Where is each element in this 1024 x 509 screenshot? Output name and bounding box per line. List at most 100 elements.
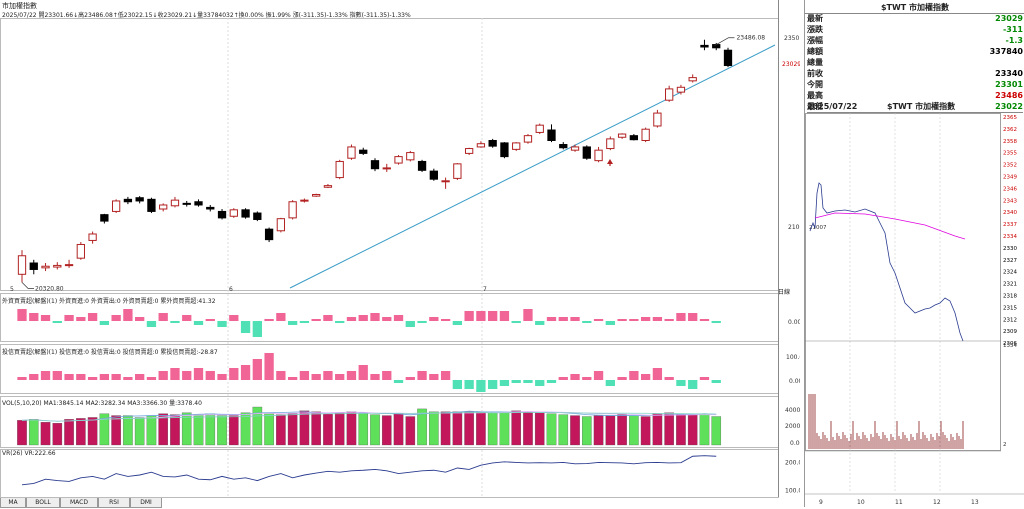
quote-label: 前收 <box>807 69 823 78</box>
candle-body <box>453 163 462 179</box>
foreign-bar <box>440 319 451 321</box>
trust-bar <box>476 380 486 392</box>
candle-body <box>217 210 227 219</box>
intraday-tick: 2340 <box>1003 210 1017 216</box>
chart-canvas[interactable]: 5 6 7 23486.08 20320.80 2350 23029.2 21007 0.00 1… <box>0 0 810 507</box>
intraday-tick: 2346 <box>1003 186 1017 192</box>
volume-bar <box>676 413 686 446</box>
volume-bar <box>87 417 98 446</box>
quote-title: $TWT 市加權指數 <box>805 2 1024 14</box>
period-label[interactable]: 日線 <box>778 289 791 296</box>
price-info-line: 2025/07/22 開23301.66↓高23486.08↑低23022.15… <box>2 12 411 19</box>
foreign-bar <box>323 315 333 321</box>
candle-body <box>429 170 438 180</box>
foreign-bar <box>217 321 227 327</box>
candle-body <box>500 142 509 158</box>
volume-bar <box>558 414 569 446</box>
trust-bar <box>699 377 710 380</box>
trust-bar <box>29 374 39 380</box>
volume-bar <box>181 412 192 446</box>
intraday-ref: 21007 <box>809 225 827 231</box>
vol-panel-legend: VOL(5,10,20) MA1:3845.14 MA2:3282.34 MA3… <box>2 400 202 407</box>
trend-line <box>289 44 776 289</box>
foreign-bar <box>76 317 86 321</box>
quote-value: -311 <box>1002 25 1023 34</box>
foreign-bar <box>535 321 545 325</box>
candle-body <box>76 243 85 259</box>
trust-bar <box>158 371 168 380</box>
trust-bar <box>617 377 627 380</box>
candle-body <box>323 185 333 188</box>
quote-value: 23301 <box>995 80 1023 89</box>
quote-label: 漲跌 <box>807 25 823 34</box>
foreign-bar <box>229 315 239 321</box>
foreign-bar <box>464 311 474 321</box>
intraday-tick: 2349 <box>1003 175 1017 181</box>
candle-body <box>100 214 109 222</box>
last-price-tag: 23029.2 <box>782 61 800 68</box>
candle-body <box>123 198 133 203</box>
candle-body <box>41 265 50 269</box>
trust-bar <box>17 377 27 380</box>
candle-body <box>359 149 368 154</box>
foreign-bar <box>193 321 204 325</box>
volume-bar <box>417 408 427 446</box>
candle-body <box>594 149 603 162</box>
foreign-bar <box>17 309 27 321</box>
candle-body <box>29 262 38 270</box>
foreign-bar <box>476 311 486 321</box>
candle-body <box>335 160 344 179</box>
volume-bar <box>499 411 510 446</box>
intraday-tick: 1354 <box>1003 343 1017 349</box>
trust-bar <box>535 380 545 386</box>
volume-bar <box>687 414 698 446</box>
intraday-tick: 2327 <box>1003 258 1017 264</box>
volume-bar <box>264 412 274 446</box>
volume-bar <box>452 411 463 446</box>
volume-bar <box>134 417 145 446</box>
volume-bar <box>28 419 39 446</box>
foreign-bar <box>629 319 639 321</box>
intraday-tick: 2352 <box>1003 163 1017 169</box>
foreign-bar <box>87 313 98 321</box>
quote-row: 總量 <box>807 57 1024 68</box>
trust-bar <box>311 374 321 380</box>
volume-bar <box>523 411 533 446</box>
volume-bar <box>123 415 133 446</box>
intraday-tick: 2337 <box>1003 222 1017 228</box>
trust-bar <box>523 380 533 383</box>
trust-bar <box>111 374 121 380</box>
technical-chart[interactable]: 5 6 7 23486.08 20320.80 2350 23029.2 21007 0.00 1… <box>0 0 810 507</box>
trust-bar <box>205 371 215 380</box>
intraday-tick: 2324 <box>1003 270 1017 276</box>
trust-bar <box>287 377 298 380</box>
trust-bar <box>76 374 86 380</box>
x-tick-label: 5 <box>10 286 14 293</box>
foreign-bar <box>676 313 686 321</box>
volume-bar <box>711 416 722 446</box>
candle-body <box>347 146 356 159</box>
high-pointer <box>714 37 735 47</box>
foreign-bar <box>488 311 498 321</box>
intraday-chart[interactable]: 2365 2362 2358 2355 2352 2349 2346 2343 2340 2337… <box>805 113 1024 507</box>
time-label: 12 <box>933 499 941 506</box>
intraday-tick: 2312 <box>1003 317 1017 323</box>
foreign-bar <box>523 309 533 321</box>
x-tick-label: 6 <box>229 286 233 293</box>
volume-bar <box>381 415 392 446</box>
volume-bar <box>605 415 616 446</box>
foreign-bar <box>582 321 592 323</box>
volume-bar <box>311 411 321 446</box>
trust-bar <box>299 371 310 380</box>
quote-label: 總量 <box>807 58 823 67</box>
volume-bar <box>699 413 710 446</box>
foreign-bar <box>29 313 39 321</box>
trust-bar <box>335 374 345 380</box>
volume-bar <box>17 420 27 446</box>
volume-bar <box>240 412 251 446</box>
quote-label: 總額 <box>807 47 823 56</box>
quote-label: 最低 <box>807 102 823 111</box>
volume-bar <box>546 413 557 446</box>
volume-bar <box>370 414 380 446</box>
foreign-bar <box>417 321 427 323</box>
